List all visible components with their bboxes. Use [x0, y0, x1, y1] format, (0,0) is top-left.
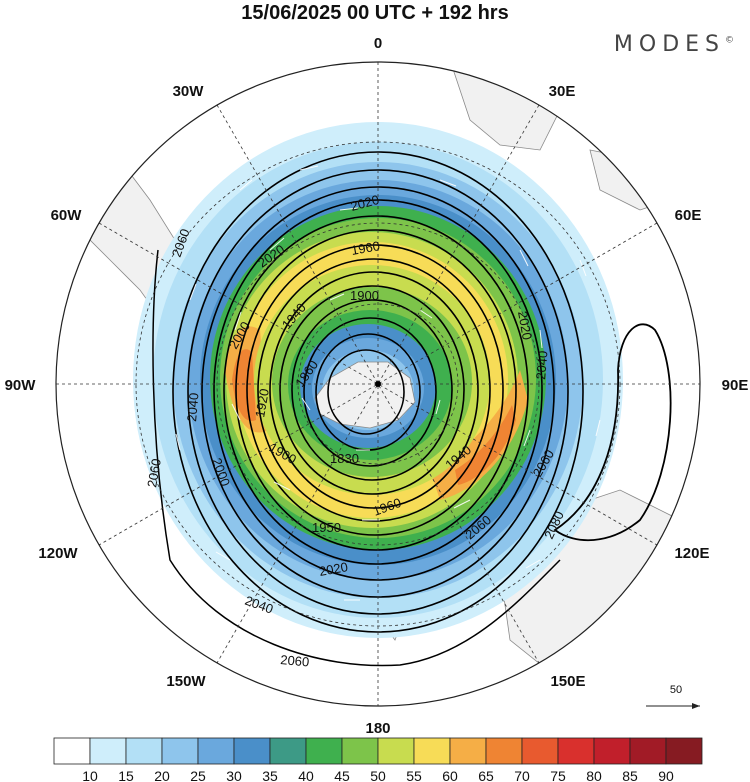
- map-content: [59, 62, 700, 681]
- colorbar-label: 60: [442, 768, 458, 782]
- lon-label-30w: 30W: [173, 83, 205, 100]
- lon-label-120w: 120W: [38, 545, 78, 562]
- colorbar-label: 30: [226, 768, 242, 782]
- colorbar-label: 75: [550, 768, 566, 782]
- colorbar-label: 85: [622, 768, 638, 782]
- colorbar-label: 55: [406, 768, 422, 782]
- contour-label: 1950: [312, 520, 341, 535]
- contour-label: 2040: [533, 350, 550, 380]
- colorbar-label: 15: [118, 768, 134, 782]
- lon-label-60e: 60E: [675, 207, 702, 224]
- lon-label-150w: 150W: [166, 673, 206, 690]
- lon-label-60w: 60W: [51, 207, 83, 224]
- colorbar-label: 10: [82, 768, 98, 782]
- colorbar-swatch: [161, 737, 199, 765]
- colorbar-swatch: [125, 737, 163, 765]
- colorbar-swatch: [377, 737, 415, 765]
- colorbar-swatch: [593, 737, 631, 765]
- colorbar: 10 15 20 25 30 35 40 45 50 55 60 65 70 75 80 85 90: [53, 737, 703, 782]
- lon-label-90w: 90W: [5, 377, 37, 394]
- contour-label: 1900: [350, 288, 379, 303]
- colorbar-swatch: [233, 737, 271, 765]
- colorbar-swatch: [269, 737, 307, 765]
- colorbar-swatch: [197, 737, 235, 765]
- lon-label-120e: 120E: [674, 545, 709, 562]
- colorbar-label: 20: [154, 768, 170, 782]
- colorbar-label: 25: [190, 768, 206, 782]
- lon-label-0: 0: [374, 35, 382, 52]
- contour-label: 2060: [144, 457, 164, 488]
- wind-vectors: [175, 117, 601, 601]
- colorbar-swatch: [53, 737, 91, 765]
- colorbar-swatch: [521, 737, 559, 765]
- colorbar-swatch: [557, 737, 595, 765]
- map-title: 15/06/2025 00 UTC + 192 hrs: [241, 2, 509, 24]
- contour-label: 1920: [252, 387, 272, 418]
- brand-logo: MODES©: [614, 32, 734, 57]
- colorbar-label: 45: [334, 768, 350, 782]
- contour-label: 2020: [515, 310, 535, 341]
- colorbar-label: 80: [586, 768, 602, 782]
- colorbar-label: 40: [298, 768, 314, 782]
- colorbar-label: 35: [262, 768, 278, 782]
- contour-label: 2060: [280, 652, 310, 669]
- brand-name: MODES: [613, 32, 725, 57]
- longitude-labels: 0 30E 60E 90E 120E 150E 180 150W 120W 90…: [5, 35, 749, 737]
- contour-label: 1960: [350, 238, 381, 258]
- colorbar-swatch: [485, 737, 523, 765]
- lon-label-90e: 90E: [722, 377, 749, 394]
- contour-label: 2020: [349, 192, 381, 214]
- lon-label-180: 180: [365, 720, 390, 737]
- contour-label: 1830: [330, 451, 359, 466]
- colorbar-swatch: [629, 737, 667, 765]
- colorbar-label: 65: [478, 768, 494, 782]
- colorbar-label: 50: [370, 768, 386, 782]
- colorbar-swatch: [305, 737, 343, 765]
- wind-reference-value: 50: [670, 684, 682, 696]
- contour-label: 2020: [318, 559, 349, 579]
- brand-mark: ©: [725, 35, 734, 46]
- wind-speed-shading: [133, 122, 623, 638]
- graticule: [56, 62, 700, 706]
- colorbar-label: 90: [658, 768, 674, 782]
- wind-reference-arrowhead: [692, 703, 700, 709]
- contour-label: 2040: [184, 392, 201, 422]
- colorbar-swatch: [341, 737, 379, 765]
- colorbar-swatch: [665, 737, 703, 765]
- south-pole-marker: [375, 381, 381, 387]
- colorbar-swatch: [413, 737, 451, 765]
- lon-label-30e: 30E: [549, 83, 576, 100]
- map-border: [55, 61, 701, 707]
- wind-reference: 50: [646, 684, 700, 709]
- lon-label-150e: 150E: [550, 673, 585, 690]
- colorbar-swatch: [449, 737, 487, 765]
- colorbar-swatch: [89, 737, 127, 765]
- colorbar-label: 70: [514, 768, 530, 782]
